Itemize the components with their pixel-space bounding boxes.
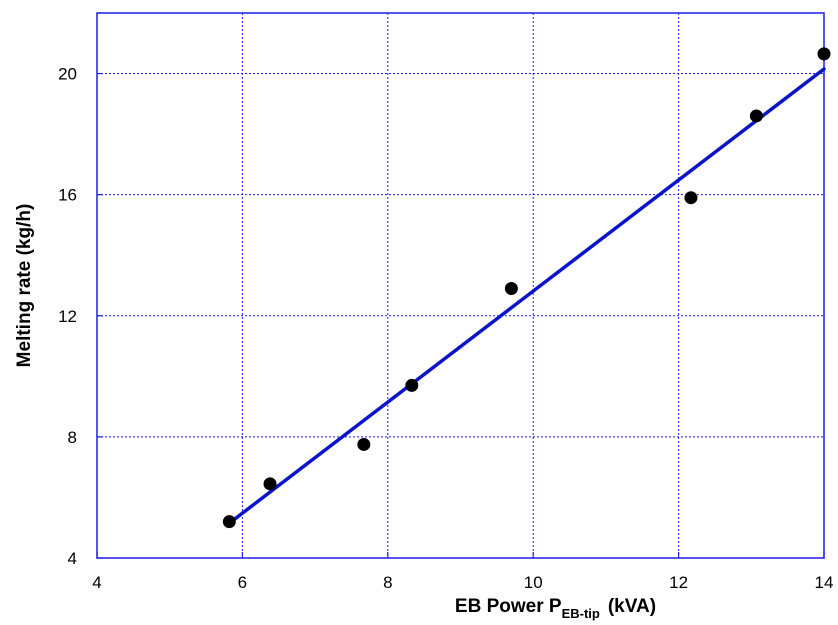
y-tick-label: 8 [68, 428, 77, 447]
data-point [222, 515, 236, 529]
y-tick-label: 20 [58, 65, 77, 84]
data-point [504, 282, 518, 296]
data-point [357, 437, 371, 451]
x-axis-label-subscript: EB-tip [562, 606, 600, 621]
y-tick-label: 12 [58, 307, 77, 326]
y-axis-title: Melting rate (kg/h) [14, 204, 35, 368]
data-point [749, 109, 763, 123]
y-axis-label: Melting rate (kg/h) [14, 204, 35, 368]
x-tick-label: 4 [92, 573, 101, 592]
y-tick-label: 16 [58, 186, 77, 205]
data-point [817, 47, 831, 61]
x-tick-label: 14 [815, 573, 834, 592]
y-tick-label: 4 [68, 549, 77, 568]
x-axis-label-unit: (kVA) [608, 596, 656, 617]
data-point [263, 477, 277, 491]
x-tick-label: 6 [238, 573, 247, 592]
data-point [684, 191, 698, 205]
x-axis-label: EB Power PEB-tip (kVA) [455, 596, 656, 621]
data-point [405, 378, 419, 392]
data-series [222, 47, 831, 529]
grid-lines [97, 13, 824, 558]
x-tick-label: 10 [524, 573, 543, 592]
x-tick-label: 8 [383, 573, 392, 592]
fit-line [227, 67, 826, 525]
x-axis-label-main: EB Power P [455, 596, 562, 617]
plot-frame [96, 12, 825, 559]
x-tick-label: 12 [669, 573, 688, 592]
axis-ticks: 4 6 8 10 12 14 4 8 12 16 20 [58, 65, 833, 592]
